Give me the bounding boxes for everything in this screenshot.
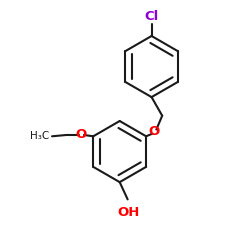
Text: H₃C: H₃C bbox=[30, 131, 50, 141]
Text: Cl: Cl bbox=[144, 10, 159, 23]
Text: OH: OH bbox=[118, 206, 140, 219]
Text: O: O bbox=[148, 125, 160, 138]
Text: O: O bbox=[76, 128, 87, 141]
